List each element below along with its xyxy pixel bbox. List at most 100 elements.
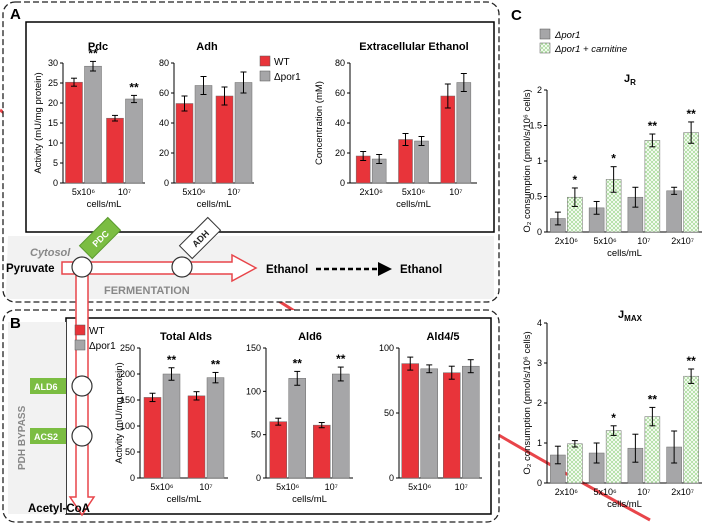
y-axis-label: Concentration (mM) (314, 81, 325, 165)
y-tick-label: 250 (120, 343, 135, 353)
bypass-area (8, 322, 66, 514)
y-tick-label: 0 (389, 473, 394, 483)
bar (456, 82, 472, 184)
x-tick-label: 5x10⁶ (276, 482, 300, 492)
y-tick-label: 25 (48, 78, 58, 88)
significance-mark: ** (648, 392, 658, 406)
y-tick-label: 50 (251, 430, 261, 440)
ald6-label: ALD6 (34, 382, 58, 392)
y-tick-label: 1 (537, 156, 542, 166)
x-tick-label: 10⁷ (118, 187, 131, 197)
y-tick-label: 40 (335, 118, 345, 128)
bar (644, 416, 661, 484)
legend-b-wt-label: WT (89, 326, 105, 337)
chart-title: Extracellular Ethanol (359, 41, 468, 53)
y-axis-label: Activity (mU/mg protein) (114, 362, 125, 463)
y-tick-label: 20 (159, 148, 169, 158)
chart-title: JR (624, 73, 636, 87)
bar (194, 85, 213, 184)
pyruvate-label: Pyruvate (6, 263, 55, 275)
significance-mark: ** (336, 352, 346, 366)
chart-title-subscript: MAX (624, 314, 642, 323)
y-tick-label: 100 (120, 421, 135, 431)
bar (84, 65, 102, 184)
x-tick-label: 10⁷ (227, 187, 240, 197)
legend-c-carnitine-label: Δpor1 + carnitine (554, 44, 627, 55)
legend-a: WT Δpor1 (259, 55, 301, 83)
y-tick-label: 0 (53, 178, 58, 188)
legend-a-wt-swatch (259, 55, 271, 67)
panel-b-label: B (10, 315, 21, 332)
significance-mark: ** (167, 353, 177, 367)
bar (401, 363, 419, 479)
acetyl-coa-label: Acetyl-CoA (28, 503, 90, 515)
x-tick-label: 10⁷ (199, 482, 212, 492)
x-axis-label: cells/mL (167, 494, 202, 505)
y-tick-label: 200 (120, 369, 135, 379)
x-tick-label: 5x10⁶ (594, 487, 618, 497)
bar (440, 95, 456, 184)
y-tick-label: 0 (340, 178, 345, 188)
chart-pdc: Pdc 0 5 10 15 20 25 30 5x10⁶ ** 10⁷ ** cells/mL Activ… (33, 41, 145, 210)
y-tick-label: 50 (384, 408, 394, 418)
acs2-circle (71, 425, 93, 447)
chart-ald6: Ald6 0 50 100 150 5x10⁶ ** 10⁷ ** cells/mL (246, 331, 353, 505)
legend-c: Δpor1 Δpor1 + carnitine (539, 28, 627, 55)
bar (288, 378, 306, 479)
bar (206, 377, 225, 479)
y-tick-label: 0 (256, 473, 261, 483)
pdc-enzyme: PDC (78, 216, 122, 260)
y-tick-label: 2 (537, 398, 542, 408)
bar (605, 430, 622, 484)
y-axis-label: Activity (mU/mg protein) (33, 72, 44, 173)
x-tick-label: 10⁷ (449, 187, 462, 197)
legend-c-por1-swatch (539, 28, 551, 40)
legend-b-por1-swatch (74, 339, 86, 351)
x-tick-label: 5x10⁶ (72, 187, 96, 197)
ethanol-intracellular-label: Ethanol (266, 264, 308, 276)
significance-mark: ** (293, 356, 303, 370)
chart-ethanol: Extracellular Ethanol 0 20 40 60 80 2x10⁶ 5x10⁶… (314, 41, 477, 210)
bar (162, 373, 181, 479)
bar (644, 140, 661, 233)
y-tick-label: 5 (53, 158, 58, 168)
x-axis-label: cells/mL (292, 494, 327, 505)
significance-mark: ** (211, 357, 221, 371)
legend-a-por1-swatch (259, 70, 271, 82)
legend-b-por1-label: Δpor1 (89, 341, 116, 352)
chart-title-subscript: R (630, 78, 636, 87)
bar (269, 421, 287, 479)
bar (443, 372, 461, 479)
bar (175, 103, 194, 184)
x-tick-label: 10⁷ (325, 482, 338, 492)
x-tick-label: 5x10⁶ (408, 482, 432, 492)
y-tick-label: 10 (48, 138, 58, 148)
y-tick-label: 0 (537, 478, 542, 488)
chart-jmax: JMAX 0 1 2 3 4 2x10⁶ 5x10⁶ * 10⁷ ** 2x10⁷ ** cells/mL… (522, 309, 702, 510)
y-tick-label: 100 (246, 386, 261, 396)
significance-mark: * (611, 152, 616, 166)
acs2-enzyme (30, 428, 66, 444)
chart-title: Pdc (88, 41, 108, 53)
legend-c-carnitine-swatch (539, 42, 551, 54)
acs2-label: ACS2 (34, 432, 58, 442)
panel-b-chart-box (65, 317, 492, 515)
chart-jr: JR 0 0.5 1 1.5 2 2x10⁶ * 5x10⁶ * 10⁷ ** 2x10⁷ ** cells… (522, 73, 702, 259)
x-tick-label: 2x10⁷ (671, 487, 694, 497)
legend-a-wt-label: WT (274, 57, 290, 68)
chart-total_alds: Total Alds 0 50 100 150 200 250 5x10⁶ ** 10⁷ ** cel… (114, 331, 228, 505)
y-tick-label: 20 (335, 148, 345, 158)
ethanol-extracellular-label: Ethanol (400, 264, 442, 276)
chart-title: Ald4/5 (426, 331, 459, 343)
bar (683, 375, 699, 484)
y-tick-label: 15 (48, 118, 58, 128)
chart-title: Adh (196, 41, 218, 53)
bar (234, 82, 253, 184)
chart-adh: Adh 0 20 40 60 80 5x10⁶ 10⁷ cells/mL (159, 41, 254, 210)
y-tick-label: 0.5 (529, 192, 542, 202)
y-tick-label: 60 (159, 88, 169, 98)
bar (420, 368, 438, 479)
x-tick-label: 5x10⁶ (182, 187, 206, 197)
bar (65, 81, 83, 184)
y-tick-label: 150 (246, 343, 261, 353)
